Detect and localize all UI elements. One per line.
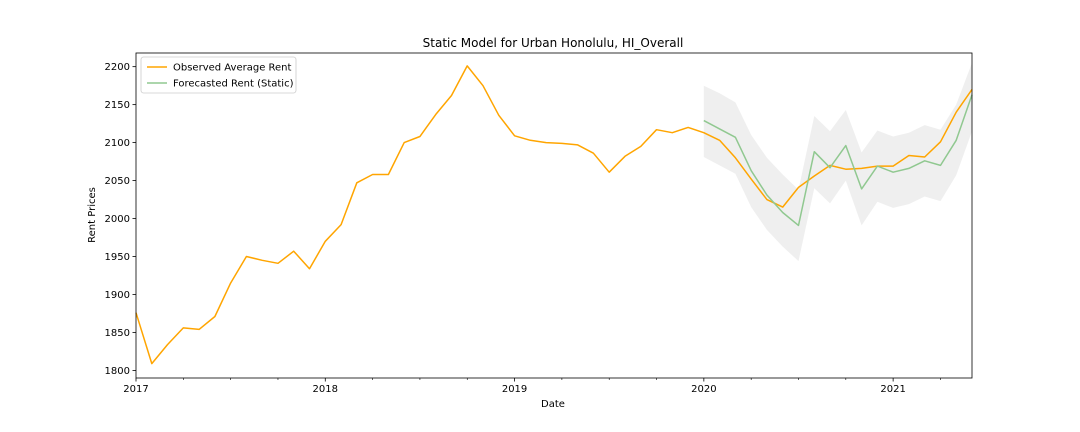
x-tick-label: 2019 (502, 384, 527, 395)
y-tick-label: 1900 (105, 290, 130, 301)
series-line-forecast (703, 94, 973, 227)
x-tick-label: 2017 (123, 384, 148, 395)
legend: Observed Average Rent Forecasted Rent (St… (140, 56, 297, 94)
y-tick-label: 2150 (105, 100, 130, 111)
x-axis-title: Date (541, 399, 565, 410)
y-tick-label: 2050 (105, 176, 130, 187)
y-tick-label: 2100 (105, 138, 130, 149)
y-tick-label: 2000 (105, 214, 130, 225)
chart-title: Static Model for Urban Honolulu, HI_Over… (423, 36, 684, 50)
legend-label: Observed Average Rent (173, 63, 292, 74)
y-axis-title: Rent Prices (87, 187, 98, 243)
plot-frame (135, 52, 973, 379)
y-tick-label: 1950 (105, 252, 130, 263)
x-tick-label: 2018 (313, 384, 338, 395)
y-axis: 1800 1850 1900 1950 2000 2050 2100 2150 2200 (105, 62, 136, 377)
forecast-confidence-band (703, 62, 972, 262)
x-axis: 2017 2018 2019 2020 2021 (123, 378, 941, 395)
x-tick-label: 2020 (691, 384, 716, 395)
series-line-observed (135, 65, 973, 365)
legend-label: Forecasted Rent (Static) (173, 79, 294, 90)
series-lines-layer (135, 65, 973, 365)
y-tick-label: 1850 (105, 328, 130, 339)
y-tick-label: 1800 (105, 366, 130, 377)
y-tick-label: 2200 (105, 62, 130, 73)
x-tick-label: 2021 (880, 384, 905, 395)
confidence-band-layer (703, 62, 972, 262)
legend-box (140, 56, 297, 94)
